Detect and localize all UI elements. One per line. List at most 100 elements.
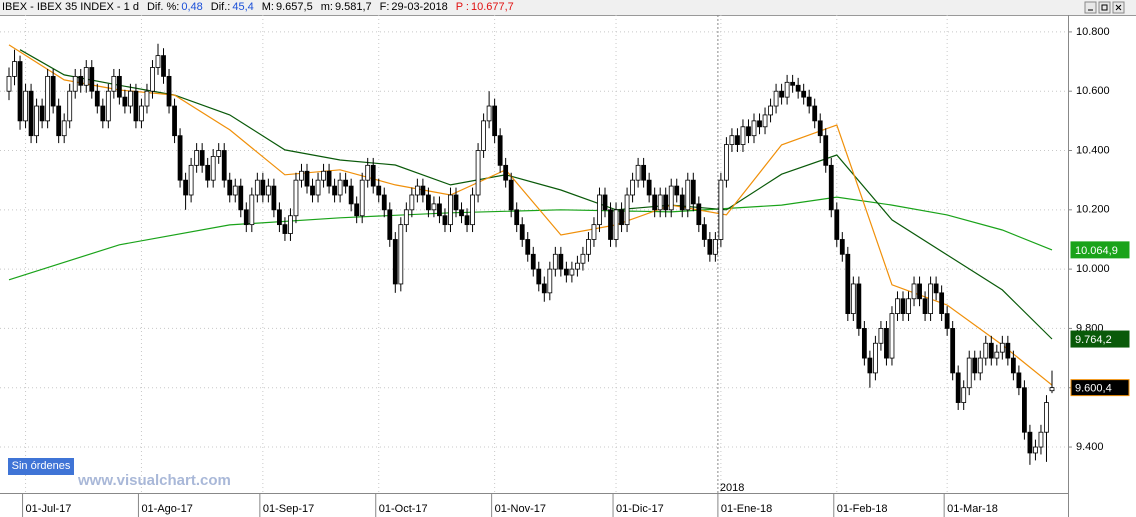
candle-body [1038,431,1044,448]
candle-body [944,313,950,329]
candle-body [784,81,790,98]
indicator-lines [8,44,1053,386]
candle-body [740,126,746,145]
candle-body [586,239,591,255]
candle-body [597,194,602,226]
candle-body [873,342,878,374]
candle-body [977,357,983,374]
candle-body [657,194,663,211]
candle-body [530,253,536,270]
orders-button[interactable]: Sin órdenes [8,458,74,475]
candle-body [139,105,144,122]
candle-body [602,194,608,211]
candle-body [128,90,133,107]
candle-body [210,156,216,181]
candle-body [448,194,453,226]
candle-body [122,96,128,107]
candle-body [94,90,100,107]
candle-body [823,135,829,166]
candle-body [757,120,762,128]
candle-body [966,357,972,389]
candle-body [282,224,288,234]
window-controls[interactable] [1084,1,1125,14]
candle-body [172,105,177,137]
candle-body [861,328,867,359]
candle-body [624,194,630,226]
moving-average-line [8,196,1053,281]
candle-body [486,105,492,122]
candle-body [790,81,796,86]
candle-body [641,164,647,181]
header-field-value: 29-03-2018 [391,1,448,13]
candle-body [376,185,382,196]
candle-body [365,164,371,181]
candle-body [232,185,238,196]
price-tag-label: 9.600,4 [1075,383,1112,395]
candle-body [1022,387,1027,433]
candle-body [961,387,967,403]
candle-body [563,268,569,276]
header-field-label: F: [379,1,390,13]
candle-body [619,209,624,226]
candle-body [61,120,67,137]
candle-body [895,298,900,315]
candle-body [751,120,757,137]
candle-body [166,75,172,107]
candle-body [817,120,823,137]
candle-body [729,135,735,145]
candle-body [254,179,260,196]
header-field-label: M: [261,1,274,13]
candle-body [955,372,961,403]
candle-body [867,357,873,374]
candle-body [403,209,409,226]
candle-body [735,135,740,145]
header-field-value: 45,4 [232,1,254,13]
candle-body [310,185,315,196]
candle-body [437,203,442,217]
candle-body [928,283,933,315]
candle-body [762,114,768,128]
candle-body [1027,431,1033,454]
candle-body [552,253,558,270]
candle-body [111,75,117,92]
header-field-value: 10.677,7 [470,1,514,13]
candle-body [337,179,343,196]
candle-body [188,164,194,196]
candle-body [779,90,784,98]
candle-body [519,224,525,240]
candle-body [464,215,470,226]
candle-body [243,209,249,226]
candle-body [906,298,911,315]
candle-body [67,90,73,122]
candle-body [420,185,426,196]
candle-body [83,67,89,86]
maximize-button[interactable] [1098,1,1111,14]
candle-body [260,179,266,196]
candle-body [828,164,834,211]
candles [6,43,1055,465]
candle-body [889,313,895,359]
candle-body [508,179,514,211]
x-tick-label: 01-Oct-17 [379,503,428,515]
candle-body [812,105,818,122]
minimize-button[interactable] [1084,1,1097,14]
candle-body [34,105,39,137]
candle-body [459,209,464,217]
candle-body [1044,402,1049,433]
candle-body [227,179,233,196]
candle-body [17,61,23,122]
candle-body [321,170,326,181]
candle-body [707,239,713,255]
candle-body [701,224,707,240]
candle-body [28,90,34,137]
candle-body [343,179,349,187]
candle-body [558,253,564,270]
candle-body [712,239,718,255]
candle-body [690,179,696,205]
candle-body [155,55,161,68]
maximize-icon [1101,4,1108,11]
candle-body [608,209,613,240]
candle-body [56,105,62,137]
candle-body [133,90,139,122]
candle-body [679,194,685,211]
